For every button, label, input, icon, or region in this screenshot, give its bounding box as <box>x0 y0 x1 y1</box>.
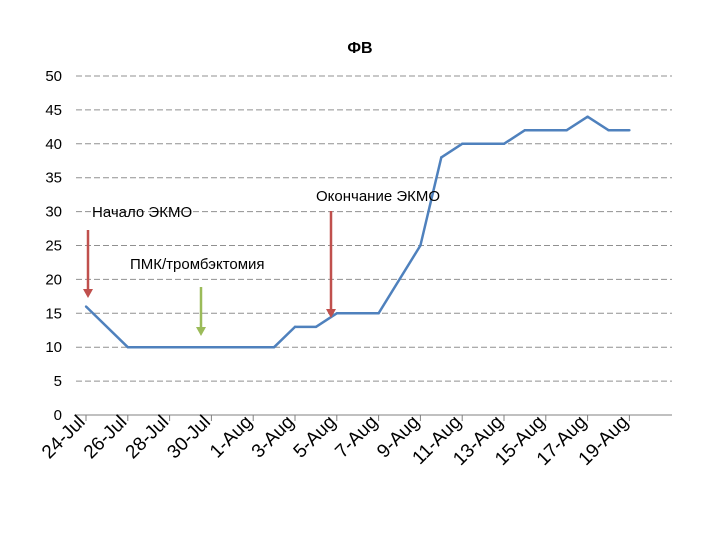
y-tick-label: 45 <box>45 102 62 119</box>
y-axis-ticks: 0 5 10 15 20 25 30 35 40 45 50 <box>45 68 62 424</box>
x-tick-label: 28-Jul <box>122 412 173 463</box>
data-point <box>377 312 380 315</box>
data-point <box>293 325 297 329</box>
x-tick-label: 7-Aug <box>331 412 382 463</box>
x-tick-label: 1-Aug <box>206 412 257 463</box>
gridlines <box>76 75 672 416</box>
x-tick-label: 30-Jul <box>163 412 214 463</box>
data-point <box>628 129 631 132</box>
annotation-arrow-head <box>326 309 336 318</box>
y-tick-label: 20 <box>45 271 62 288</box>
fv-series-line <box>85 115 630 349</box>
data-point <box>565 129 568 132</box>
x-tick-label: 26-Jul <box>80 412 131 463</box>
y-tick-label: 30 <box>45 204 62 221</box>
y-tick-label: 5 <box>54 373 62 390</box>
annotations-layer: Начало ЭКМО ПМК/тромбэктомия Окончание ЭКМ… <box>83 188 440 336</box>
data-point <box>314 325 318 329</box>
y-tick-label: 15 <box>45 305 62 322</box>
x-axis: 24-Jul26-Jul28-Jul30-Jul1-Aug3-Aug5-Aug7… <box>38 412 633 470</box>
data-point <box>586 115 589 118</box>
data-point <box>335 312 338 315</box>
data-point <box>523 129 527 132</box>
annotation-label: Начало ЭКМО <box>92 204 192 221</box>
annotation-label: ПМК/тромбэктомия <box>130 256 265 273</box>
x-tick-label: 24-Jul <box>38 412 89 463</box>
y-tick-label: 50 <box>45 68 62 85</box>
x-tick-label: 5-Aug <box>290 412 341 463</box>
data-point <box>126 346 129 349</box>
series-layer <box>84 115 631 349</box>
data-point <box>461 142 464 145</box>
data-point <box>502 142 506 145</box>
annotation-arrow-head <box>83 289 93 298</box>
data-point <box>607 129 610 132</box>
y-tick-label: 35 <box>45 170 62 187</box>
annotation-arrow-head <box>196 327 206 336</box>
annotation-label: Окончание ЭКМО <box>316 188 440 205</box>
y-tick-label: 40 <box>45 136 62 153</box>
y-tick-label: 10 <box>45 339 62 356</box>
data-point <box>84 305 88 308</box>
chart-title: ФВ <box>347 40 372 57</box>
x-tick-label: 3-Aug <box>248 412 299 463</box>
data-point <box>440 156 443 159</box>
data-point <box>419 244 422 247</box>
y-tick-label: 0 <box>54 407 62 424</box>
data-point <box>272 346 276 349</box>
y-tick-label: 25 <box>45 238 62 255</box>
